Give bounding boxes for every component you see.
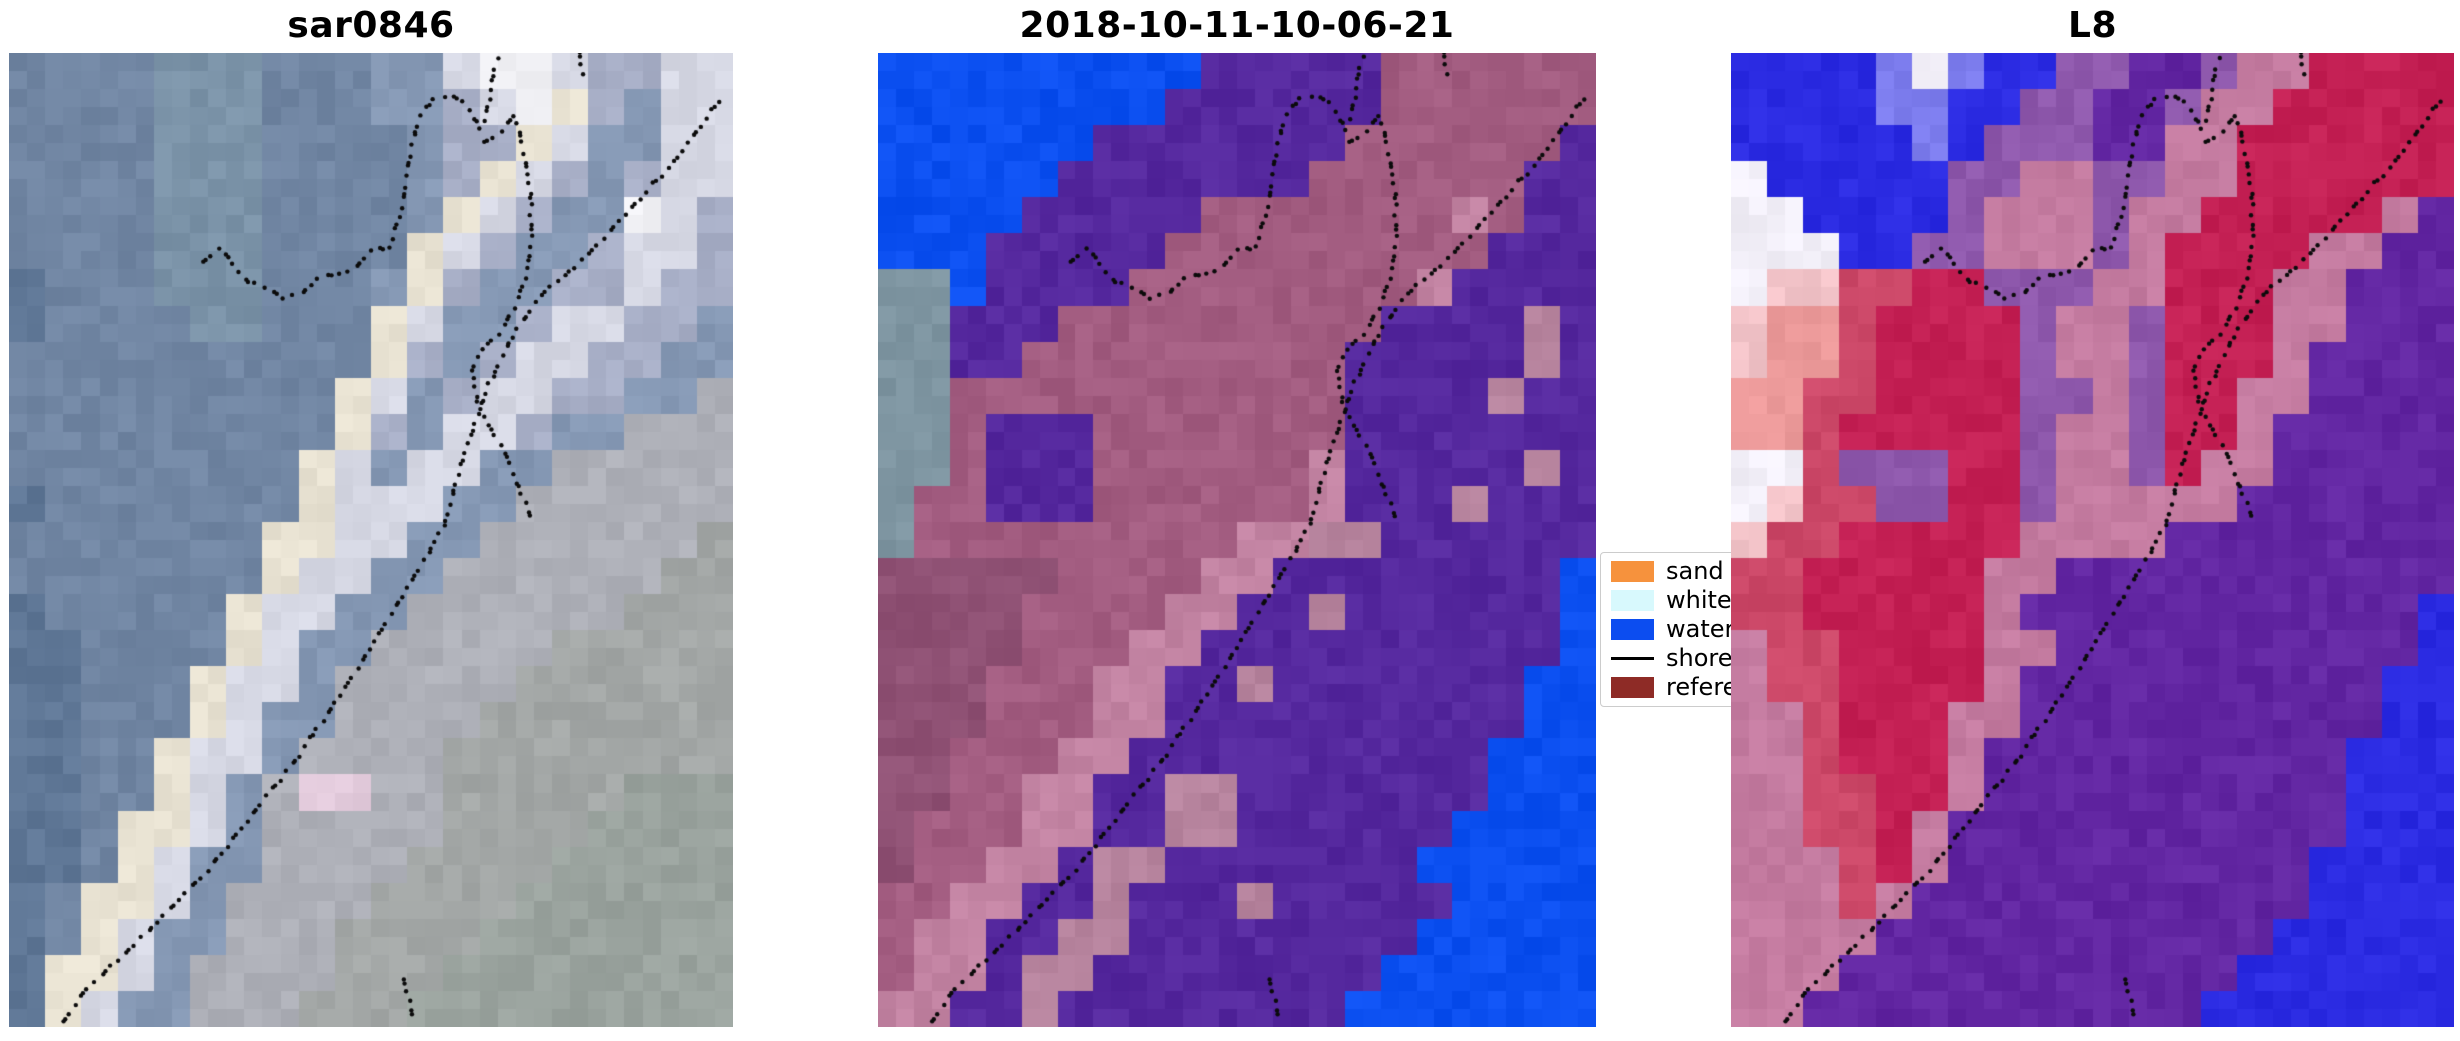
whitewater-swatch (1611, 590, 1654, 611)
panel-title-sar0846: sar0846 (287, 4, 455, 46)
sand-swatch (1611, 561, 1654, 582)
legend-label: sand (1666, 557, 1724, 585)
sar-image (9, 53, 733, 1027)
classified-image (878, 53, 1596, 1027)
legend-item-water: water (1611, 615, 1898, 643)
l8-image (1731, 53, 2454, 1027)
legend-item-sand: sand (1611, 557, 1898, 585)
legend-label: water (1666, 615, 1735, 643)
panel-title-date: 2018-10-11-10-06-21 (1019, 4, 1455, 46)
shoreline-line-swatch (1611, 657, 1654, 660)
reference-swatch (1611, 677, 1654, 698)
panel-title-l8: L8 (2068, 4, 2117, 46)
water-swatch (1611, 619, 1654, 640)
